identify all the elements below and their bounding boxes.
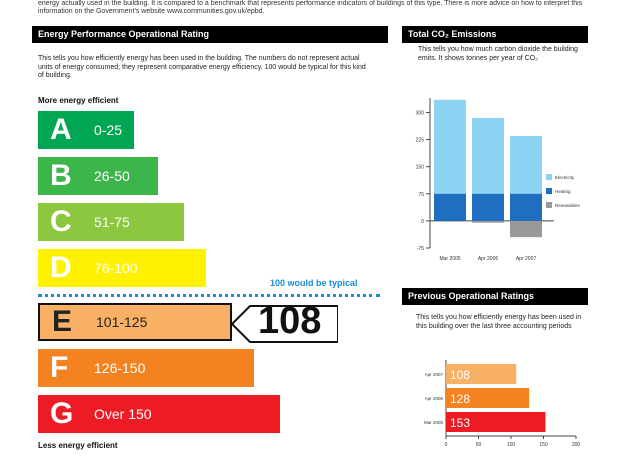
prev-bar-value-2: 153 [450, 416, 470, 430]
band-g-range: Over 150 [94, 406, 152, 422]
rating-value: 108 [258, 300, 322, 342]
dec-description: This tells you how efficiently energy ha… [38, 55, 366, 79]
co2-bar-heating-1 [472, 193, 504, 221]
co2-xtick-label-2: Apr 2007 [516, 256, 537, 262]
co2-ytick-label-2: 75 [418, 192, 424, 198]
dec-header: Energy Performance Operational Rating [32, 26, 388, 43]
band-f: F 126-150 [38, 349, 254, 387]
band-a-range: 0-25 [94, 122, 123, 138]
prev-xtick-label-0: 0 [445, 442, 448, 448]
band-c-letter: C [50, 205, 72, 238]
co2-legend-label-1: Heating [555, 189, 571, 194]
co2-legend-swatch-1 [546, 188, 552, 194]
band-c: C 51-75 [38, 203, 184, 241]
band-f-range: 126-150 [94, 360, 146, 376]
co2-ytick-label-1: 0 [421, 219, 424, 225]
band-b: B 26-50 [38, 157, 158, 195]
band-e: E 101-125 [38, 303, 232, 341]
prev-header: Previous Operational Ratings [402, 288, 588, 305]
band-g-letter: G [50, 397, 74, 430]
prev-bar-0 [446, 364, 517, 384]
prev-xtick-label-4: 200 [572, 442, 581, 448]
band-d: D 76-100 [38, 249, 206, 287]
less-efficient-label: Less energy efficient [38, 441, 118, 450]
prev-bar-2 [446, 412, 546, 432]
prev-description: This tells you how efficiently energy ha… [416, 314, 582, 330]
prev-chart: 108 128 153 Apr 2007 Apr 2006 Mar 2005 0 50 100… [424, 360, 581, 448]
band-e-range: 101-125 [96, 314, 148, 330]
co2-ytick-label-4: 225 [416, 138, 425, 144]
band-b-range: 26-50 [94, 168, 130, 184]
co2-description: This tells you how much carbon dioxide t… [418, 46, 578, 62]
prev-ytick-label-1: Apr 2006 [425, 396, 444, 401]
band-d-range: 76-100 [94, 260, 138, 276]
co2-legend-label-2: Renewables [555, 203, 581, 208]
band-a: A 0-25 [38, 111, 134, 149]
prev-xtick-label-1: 50 [476, 442, 482, 448]
co2-bar-electricity-0 [434, 99, 466, 194]
band-c-range: 51-75 [94, 214, 130, 230]
band-f-letter: F [50, 351, 69, 384]
prev-xtick-label-2: 100 [507, 442, 516, 448]
prev-bar-value-1: 128 [450, 392, 470, 406]
co2-bar-renewables-1 [472, 220, 504, 223]
co2-bar-heating-2 [510, 193, 542, 221]
band-g: G Over 150 [38, 395, 280, 433]
co2-bar-renewables-2 [510, 220, 542, 238]
co2-legend-swatch-0 [546, 174, 552, 180]
band-a-letter: A [50, 113, 72, 146]
co2-legend-swatch-2 [546, 202, 552, 208]
band-d-letter: D [50, 251, 72, 284]
prev-ytick-label-0: Apr 2007 [425, 372, 444, 377]
prev-ytick-label-2: Mar 2005 [424, 420, 444, 425]
band-b-letter: B [50, 159, 72, 192]
co2-ytick-label-5: 300 [416, 110, 425, 116]
co2-bar-heating-0 [434, 193, 466, 221]
co2-legend-label-0: Electricity [555, 175, 575, 180]
co2-ytick-label-3: 150 [416, 165, 425, 171]
co2-xtick-label-1: Apr 2006 [478, 256, 499, 262]
prev-bar-value-0: 108 [450, 368, 470, 382]
band-e-letter: E [52, 305, 73, 338]
co2-bar-electricity-1 [472, 117, 504, 194]
typical-line [38, 294, 380, 297]
co2-header: Total CO₂ Emissions [402, 26, 588, 43]
prev-xtick-label-3: 150 [539, 442, 548, 448]
co2-xtick-label-0: Mar 2005 [439, 256, 460, 262]
typical-label: 100 would be typical [270, 278, 358, 288]
rating-arrow [232, 305, 338, 343]
prev-bar-1 [446, 388, 530, 408]
co2-bar-electricity-2 [510, 135, 542, 194]
more-efficient-label: More energy efficient [38, 96, 119, 105]
top-note: energy actually used in the building. It… [38, 0, 583, 15]
co2-ytick-label-0: -75 [417, 246, 424, 252]
